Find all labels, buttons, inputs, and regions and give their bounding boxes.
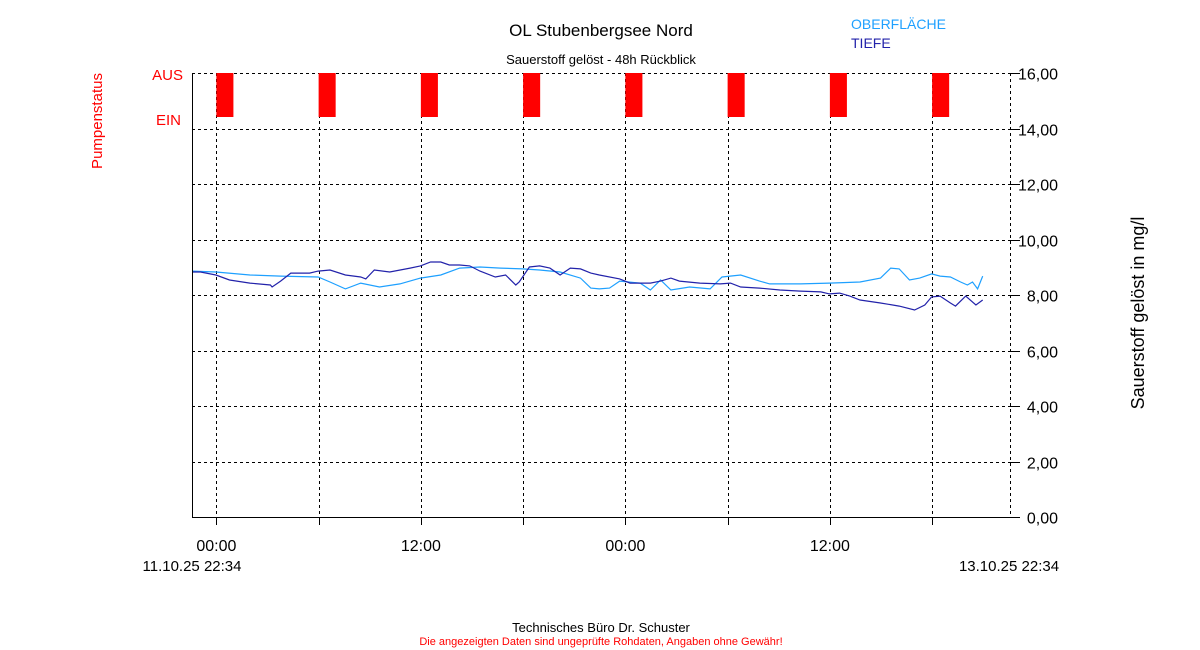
y-tick-label: 14,00	[1018, 123, 1058, 140]
x-tick-label: 00:00	[196, 538, 236, 555]
footer-disclaimer: Die angezeigten Daten sind ungeprüfte Ro…	[419, 636, 782, 648]
pump-aus-bar	[625, 73, 643, 117]
pump-aus-bar	[727, 73, 745, 117]
pump-aus-bar	[523, 73, 541, 117]
pump-aus-bar	[216, 73, 234, 117]
x-end-label: 13.10.25 22:34	[959, 558, 1059, 575]
series-lines	[191, 261, 984, 311]
pump-status-bars	[216, 73, 950, 117]
x-tick-label: 12:00	[810, 538, 850, 555]
y-tick-label: 10,00	[1018, 234, 1058, 251]
y-tick-label: 4,00	[1027, 400, 1058, 417]
y-tick-label: 2,00	[1027, 456, 1058, 473]
y-tick-label: 8,00	[1027, 289, 1058, 306]
axes: 0,00 2,00 4,00 6,00 8,00 10,00 12,00 14,00 16,00…	[192, 67, 1058, 555]
pump-label-ein: EIN	[156, 112, 181, 129]
series-line-oberfläche	[191, 266, 984, 291]
footer-company: Technisches Büro Dr. Schuster	[512, 620, 690, 635]
legend-tiefe: TIEFE	[851, 35, 891, 51]
pump-aus-bar	[318, 73, 336, 117]
grid-lines	[192, 73, 1011, 517]
x-tick-label: 12:00	[401, 538, 441, 555]
pump-aus-bar	[420, 73, 438, 117]
pump-label-aus: AUS	[152, 67, 183, 84]
series-line-tiefe	[192, 261, 984, 311]
y-tick-label: 16,00	[1018, 67, 1058, 84]
x-tick-label: 00:00	[605, 538, 645, 555]
pump-aus-bar	[932, 73, 950, 117]
pump-aus-bar	[829, 73, 847, 117]
y-tick-label: 0,00	[1027, 511, 1058, 528]
x-start-label: 11.10.25 22:34	[143, 558, 242, 575]
chart-subtitle: Sauerstoff gelöst - 48h Rückblick	[506, 52, 696, 67]
y-tick-label: 6,00	[1027, 345, 1058, 362]
legend-oberflaeche: OBERFLÄCHE	[851, 16, 946, 32]
left-axis-label: Pumpenstatus	[89, 73, 106, 169]
chart-title: OL Stubenbergsee Nord	[509, 21, 693, 40]
y-tick-label: 12,00	[1018, 178, 1058, 195]
right-axis-label: Sauerstoff gelöst in mg/l	[1128, 217, 1148, 410]
